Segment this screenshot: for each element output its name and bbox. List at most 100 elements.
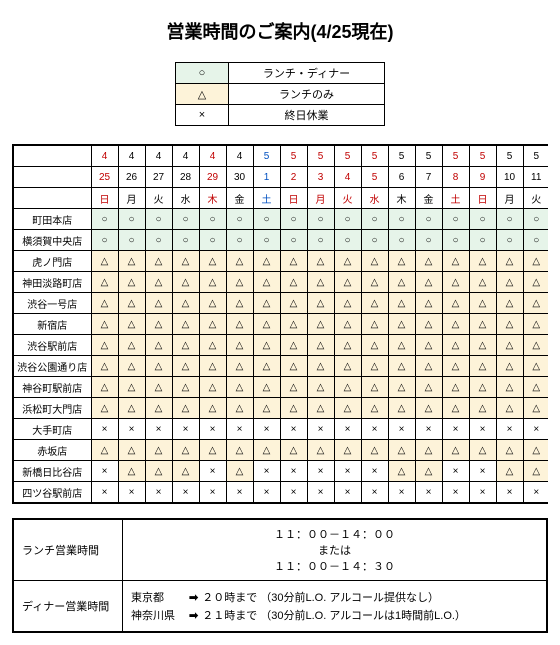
header-cell: 火 bbox=[523, 188, 548, 209]
header-cell: 土 bbox=[253, 188, 280, 209]
schedule-cell: ○ bbox=[172, 209, 199, 230]
legend-table: ○ランチ・ディナー△ランチのみ×終日休業 bbox=[175, 62, 385, 126]
header-cell: 4 bbox=[226, 145, 253, 167]
schedule-cell: △ bbox=[415, 398, 442, 419]
schedule-cell: × bbox=[469, 419, 496, 440]
schedule-cell: ○ bbox=[469, 230, 496, 251]
schedule-cell: ○ bbox=[307, 209, 334, 230]
schedule-cell: △ bbox=[145, 440, 172, 461]
arrow-icon: ➡ bbox=[189, 609, 198, 622]
store-name: 渋谷一号店 bbox=[13, 293, 91, 314]
schedule-cell: △ bbox=[118, 356, 145, 377]
header-cell: 26 bbox=[118, 167, 145, 188]
store-name: 町田本店 bbox=[13, 209, 91, 230]
header-cell: 5 bbox=[361, 167, 388, 188]
schedule-cell: △ bbox=[280, 272, 307, 293]
schedule-cell: △ bbox=[442, 335, 469, 356]
schedule-cell: △ bbox=[226, 377, 253, 398]
schedule-cell: △ bbox=[253, 293, 280, 314]
schedule-cell: △ bbox=[496, 293, 523, 314]
header-cell: 木 bbox=[388, 188, 415, 209]
legend-symbol: × bbox=[176, 105, 229, 126]
header-cell: 5 bbox=[253, 145, 280, 167]
schedule-cell: △ bbox=[415, 461, 442, 482]
dinner-area: 東京都 bbox=[131, 589, 185, 605]
schedule-cell: △ bbox=[361, 293, 388, 314]
header-cell: 25 bbox=[91, 167, 118, 188]
schedule-cell: ○ bbox=[118, 230, 145, 251]
schedule-cell: △ bbox=[280, 356, 307, 377]
legend-label: ランチ・ディナー bbox=[229, 63, 385, 84]
dinner-text: ２０時まで （30分前L.O. アルコール提供なし） bbox=[202, 589, 439, 605]
dinner-hours-label: ディナー営業時間 bbox=[13, 581, 123, 633]
schedule-cell: × bbox=[253, 419, 280, 440]
schedule-cell: △ bbox=[118, 461, 145, 482]
schedule-cell: △ bbox=[145, 377, 172, 398]
schedule-cell: △ bbox=[307, 377, 334, 398]
schedule-cell: × bbox=[469, 461, 496, 482]
header-cell: 火 bbox=[334, 188, 361, 209]
schedule-cell: △ bbox=[118, 377, 145, 398]
header-cell: 4 bbox=[118, 145, 145, 167]
schedule-cell: △ bbox=[91, 293, 118, 314]
header-cell: 6 bbox=[388, 167, 415, 188]
schedule-cell: △ bbox=[523, 398, 548, 419]
schedule-cell: △ bbox=[415, 272, 442, 293]
schedule-cell: △ bbox=[442, 398, 469, 419]
dinner-hours-value: 東京都➡２０時まで （30分前L.O. アルコール提供なし）神奈川県➡２１時まで… bbox=[123, 581, 548, 633]
schedule-cell: × bbox=[415, 419, 442, 440]
schedule-cell: × bbox=[172, 482, 199, 504]
schedule-cell: △ bbox=[307, 272, 334, 293]
page-title: 営業時間のご案内(4/25現在) bbox=[12, 18, 548, 44]
lunch-hours-label: ランチ営業時間 bbox=[13, 519, 123, 581]
schedule-cell: △ bbox=[415, 314, 442, 335]
schedule-cell: △ bbox=[307, 335, 334, 356]
header-cell: 火 bbox=[145, 188, 172, 209]
header-cell: 7 bbox=[415, 167, 442, 188]
schedule-cell: △ bbox=[226, 440, 253, 461]
schedule-cell: △ bbox=[91, 398, 118, 419]
schedule-cell: △ bbox=[145, 398, 172, 419]
schedule-cell: × bbox=[388, 482, 415, 504]
schedule-cell: ○ bbox=[388, 209, 415, 230]
schedule-cell: △ bbox=[118, 293, 145, 314]
schedule-cell: △ bbox=[496, 356, 523, 377]
header-cell: 水 bbox=[361, 188, 388, 209]
schedule-cell: △ bbox=[118, 440, 145, 461]
schedule-cell: △ bbox=[91, 335, 118, 356]
header-cell: 木 bbox=[199, 188, 226, 209]
schedule-cell: ○ bbox=[415, 209, 442, 230]
schedule-cell: ○ bbox=[496, 209, 523, 230]
schedule-cell: △ bbox=[307, 398, 334, 419]
schedule-cell: △ bbox=[172, 461, 199, 482]
store-name: 虎ノ門店 bbox=[13, 251, 91, 272]
schedule-cell: × bbox=[496, 482, 523, 504]
schedule-cell: × bbox=[469, 482, 496, 504]
schedule-cell: × bbox=[361, 419, 388, 440]
schedule-cell: △ bbox=[199, 314, 226, 335]
header-cell: 5 bbox=[361, 145, 388, 167]
schedule-cell: × bbox=[334, 461, 361, 482]
store-name: 浜松町大門店 bbox=[13, 398, 91, 419]
schedule-cell: △ bbox=[307, 293, 334, 314]
header-cell: 4 bbox=[91, 145, 118, 167]
header-cell: 5 bbox=[469, 145, 496, 167]
schedule-cell: × bbox=[307, 461, 334, 482]
schedule-cell: △ bbox=[226, 293, 253, 314]
schedule-cell: △ bbox=[388, 335, 415, 356]
schedule-cell: △ bbox=[469, 398, 496, 419]
header-cell: 2 bbox=[280, 167, 307, 188]
schedule-cell: △ bbox=[388, 356, 415, 377]
schedule-cell: △ bbox=[442, 314, 469, 335]
header-cell: 5 bbox=[334, 145, 361, 167]
schedule-cell: × bbox=[307, 419, 334, 440]
schedule-cell: ○ bbox=[361, 209, 388, 230]
schedule-cell: △ bbox=[334, 398, 361, 419]
header-cell: 5 bbox=[442, 145, 469, 167]
schedule-cell: △ bbox=[415, 293, 442, 314]
schedule-cell: △ bbox=[442, 251, 469, 272]
schedule-cell: △ bbox=[307, 440, 334, 461]
schedule-cell: △ bbox=[172, 398, 199, 419]
schedule-cell: ○ bbox=[334, 209, 361, 230]
header-cell: 日 bbox=[469, 188, 496, 209]
